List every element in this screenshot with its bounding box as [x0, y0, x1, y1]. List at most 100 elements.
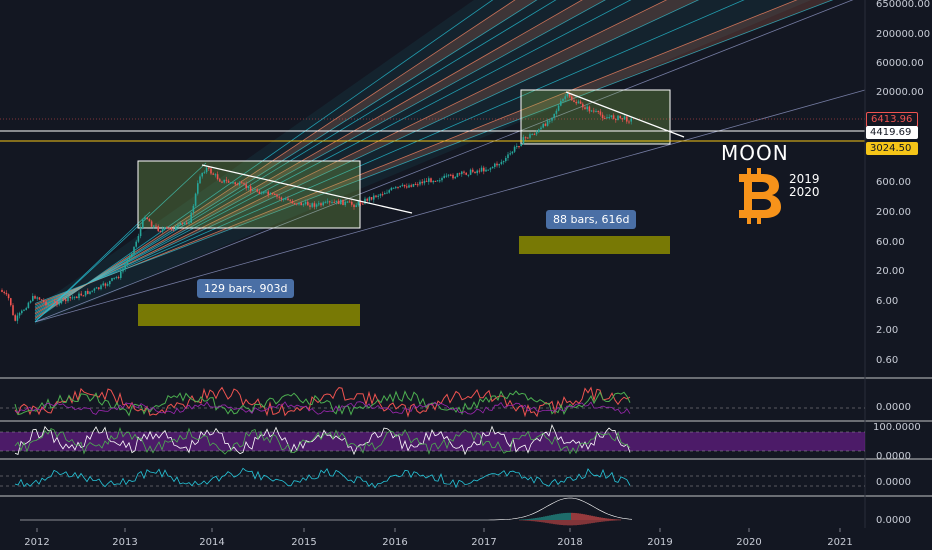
- candle-body: [549, 120, 551, 122]
- candle-body: [313, 203, 316, 207]
- candle-body: [344, 201, 346, 206]
- candle-body: [331, 201, 333, 203]
- channel-line: [34, 0, 668, 310]
- candle-body: [300, 202, 302, 206]
- time-axis[interactable]: 2012 2013 2014 2015 2016 2017 2018 2019 2020 2021: [24, 528, 853, 548]
- candle-body: [564, 96, 566, 99]
- channel-edge-bottom: [34, 89, 866, 323]
- channel-line: [34, 0, 606, 313]
- candle-body: [388, 190, 390, 193]
- price-axis[interactable]: 650000.00200000.0060000.0020000.006000.0…: [876, 0, 930, 366]
- candle-body: [54, 301, 56, 303]
- candle-body: [223, 179, 225, 183]
- candle-body: [69, 296, 71, 299]
- candle-body: [32, 296, 34, 301]
- candle-body: [494, 163, 496, 167]
- candle-body: [120, 271, 122, 278]
- candle-body: [238, 182, 241, 186]
- panel2-axis-top: 100.0000: [873, 422, 921, 433]
- candle-body: [472, 169, 474, 172]
- trendline-2014: [201, 164, 413, 214]
- candle-body: [139, 227, 142, 237]
- channel-line: [34, 0, 632, 312]
- candle-body: [487, 169, 489, 171]
- candle-body: [498, 164, 500, 166]
- candle-body: [197, 183, 199, 194]
- time-axis-label: 2012: [24, 537, 49, 548]
- candle-body: [278, 196, 280, 198]
- candle-body: [599, 111, 602, 115]
- candle-body: [5, 292, 8, 295]
- candle-body: [518, 146, 520, 148]
- channel-line: [34, 0, 745, 307]
- candle-body: [109, 280, 111, 285]
- candle-body: [593, 110, 595, 112]
- candle-body: [557, 105, 560, 111]
- candle-body: [34, 296, 36, 299]
- candle-body: [335, 200, 338, 203]
- bitcoin-logo-icon: [739, 168, 781, 224]
- candle-body: [203, 172, 206, 174]
- candle-body: [58, 303, 60, 305]
- candle-body: [285, 198, 287, 200]
- candle-body: [370, 197, 373, 200]
- candle-body: [25, 308, 27, 310]
- candle-body: [80, 293, 82, 296]
- cycle-box-2017: [520, 89, 671, 145]
- candle-body: [496, 163, 498, 166]
- time-axis-label: 2016: [382, 537, 407, 548]
- date-range-2017: [519, 236, 670, 254]
- candle-body: [555, 110, 558, 114]
- candle-body: [307, 201, 309, 206]
- fan-line: [34, 211, 151, 323]
- candle-body: [353, 204, 355, 208]
- candle-body: [401, 184, 404, 186]
- candle-body: [511, 151, 514, 154]
- candle-body: [126, 259, 129, 265]
- candle-body: [221, 181, 223, 183]
- candle-body: [47, 302, 49, 306]
- candle-body: [617, 115, 619, 121]
- candle-body: [168, 227, 170, 229]
- candle-body: [392, 187, 395, 189]
- candle-body: [551, 117, 553, 121]
- candle-body: [608, 117, 610, 119]
- candle-body: [89, 291, 91, 294]
- candle-body: [199, 176, 201, 184]
- candle-body: [533, 134, 536, 136]
- moon-text: MOON: [721, 141, 789, 165]
- indicator-line: [14, 426, 631, 455]
- candle-body: [417, 184, 419, 186]
- candle-body: [447, 174, 450, 176]
- candle-body: [131, 253, 133, 258]
- candle-body: [49, 302, 52, 304]
- candle-body: [274, 193, 276, 195]
- candle-body: [269, 193, 272, 195]
- rsi-band: [0, 432, 865, 451]
- candle-body: [241, 182, 243, 184]
- candle-body: [604, 118, 606, 120]
- candle-body: [348, 201, 351, 203]
- panel3-axis-label: 0.0000: [876, 477, 911, 488]
- candle-body: [436, 180, 439, 182]
- candle-body: [524, 137, 527, 139]
- candle-body: [21, 310, 23, 314]
- candle-body: [544, 123, 547, 126]
- candle-body: [289, 200, 291, 202]
- candle-body: [170, 227, 173, 230]
- candle-body: [538, 129, 540, 133]
- candle-body: [606, 117, 608, 119]
- candle-body: [505, 158, 507, 162]
- indicator-line: [20, 497, 633, 521]
- candle-body: [384, 193, 386, 195]
- candle-body: [293, 203, 296, 205]
- panel4-axis-label: 0.0000: [876, 515, 911, 526]
- candle-body: [249, 186, 252, 192]
- candle-body: [414, 184, 417, 186]
- candle-body: [260, 193, 263, 195]
- candle-body: [12, 305, 14, 316]
- candle-body: [359, 201, 362, 204]
- candle-body: [115, 277, 118, 279]
- candle-body: [1, 290, 3, 292]
